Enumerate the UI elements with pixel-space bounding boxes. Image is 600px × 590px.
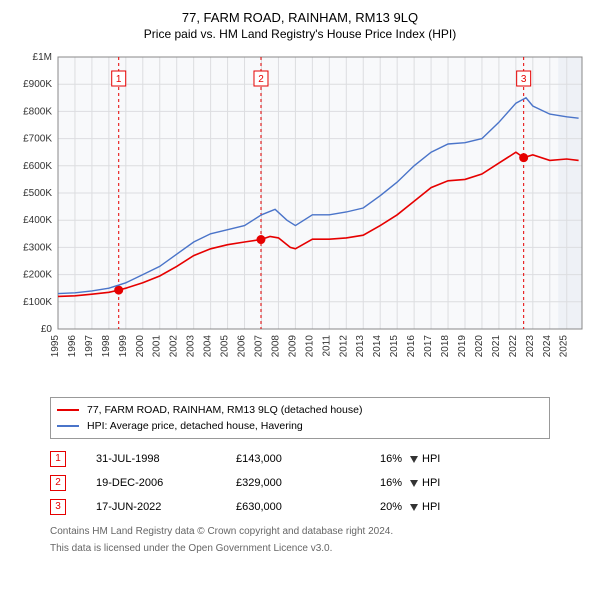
x-tick-label: 2017 <box>423 335 434 358</box>
sale-date: 31-JUL-1998 <box>96 447 236 471</box>
sale-marker: 3 <box>50 499 66 515</box>
x-tick-label: 2002 <box>169 335 180 358</box>
x-tick-label: 2018 <box>440 335 451 358</box>
x-tick-label: 1996 <box>67 335 78 358</box>
x-tick-label: 2021 <box>491 335 502 358</box>
legend-label: 77, FARM ROAD, RAINHAM, RM13 9LQ (detach… <box>87 402 362 418</box>
x-tick-label: 2004 <box>203 335 214 358</box>
x-tick-label: 2000 <box>135 335 146 358</box>
x-tick-label: 1999 <box>118 335 129 358</box>
x-tick-label: 2014 <box>372 335 383 358</box>
x-tick-label: 2024 <box>542 335 553 358</box>
x-tick-label: 2011 <box>321 335 332 357</box>
arrow-down-icon <box>410 504 418 511</box>
x-tick-label: 2006 <box>237 335 248 358</box>
sale-hpi-label: HPI <box>422 471 472 495</box>
chart-container: 77, FARM ROAD, RAINHAM, RM13 9LQ Price p… <box>0 0 600 565</box>
x-tick-label: 2001 <box>152 335 163 358</box>
x-tick-label: 1998 <box>101 335 112 358</box>
sale-pct: 16% <box>356 471 406 495</box>
footnote-line2: This data is licensed under the Open Gov… <box>50 542 590 555</box>
sales-table: 1 31-JUL-1998£143,00016% HPI 2 19-DEC-2006£3… <box>50 447 550 519</box>
y-tick-label: £300K <box>23 242 52 253</box>
sale-price: £630,000 <box>236 495 356 519</box>
y-tick-label: £500K <box>23 188 52 199</box>
sale-pct: 16% <box>356 447 406 471</box>
legend-item: HPI: Average price, detached house, Have… <box>57 418 543 434</box>
x-tick-label: 2005 <box>220 335 231 358</box>
y-tick-label: £100K <box>23 297 52 308</box>
y-tick-label: £600K <box>23 161 52 172</box>
x-tick-label: 2023 <box>525 335 536 358</box>
legend: 77, FARM ROAD, RAINHAM, RM13 9LQ (detach… <box>50 397 550 439</box>
y-tick-label: £200K <box>23 270 52 281</box>
y-tick-label: £0 <box>41 324 53 335</box>
x-tick-label: 2015 <box>389 335 400 358</box>
legend-swatch <box>57 425 79 427</box>
x-tick-label: 1995 <box>50 335 61 358</box>
legend-swatch <box>57 409 79 411</box>
chart-title: 77, FARM ROAD, RAINHAM, RM13 9LQ <box>10 10 590 25</box>
sale-price: £143,000 <box>236 447 356 471</box>
sale-pct: 20% <box>356 495 406 519</box>
x-tick-label: 2003 <box>186 335 197 358</box>
chart-subtitle: Price paid vs. HM Land Registry's House … <box>10 27 590 41</box>
chart-area: £0 £100K £200K £300K £400K £500K £600K £700K £80… <box>10 49 590 389</box>
sale-price: £329,000 <box>236 471 356 495</box>
y-tick-label: £700K <box>23 134 52 145</box>
arrow-down-icon <box>410 456 418 463</box>
x-tick-label: 2008 <box>270 335 281 358</box>
legend-label: HPI: Average price, detached house, Have… <box>87 418 303 434</box>
sale-date: 17-JUN-2022 <box>96 495 236 519</box>
x-tick-label: 2009 <box>287 335 298 358</box>
event-marker-label: 2 <box>258 74 264 85</box>
y-tick-label: £400K <box>23 215 52 226</box>
sale-hpi-label: HPI <box>422 447 472 471</box>
x-tick-label: 2022 <box>508 335 519 358</box>
y-tick-label: £800K <box>23 106 52 117</box>
y-tick-label: £900K <box>23 79 52 90</box>
footnote-line1: Contains HM Land Registry data © Crown c… <box>50 525 590 538</box>
sale-row: 1 31-JUL-1998£143,00016% HPI <box>50 447 550 471</box>
sale-row: 3 17-JUN-2022£630,00020% HPI <box>50 495 550 519</box>
sale-hpi-label: HPI <box>422 495 472 519</box>
legend-item: 77, FARM ROAD, RAINHAM, RM13 9LQ (detach… <box>57 402 543 418</box>
x-tick-label: 2013 <box>355 335 366 358</box>
x-tick-label: 2016 <box>406 335 417 358</box>
sale-date: 19-DEC-2006 <box>96 471 236 495</box>
x-tick-label: 2025 <box>559 335 570 358</box>
arrow-down-icon <box>410 480 418 487</box>
x-tick-label: 2010 <box>304 335 315 358</box>
y-tick-label: £1M <box>33 52 52 63</box>
x-tick-label: 2020 <box>474 335 485 358</box>
x-tick-label: 2019 <box>457 335 468 358</box>
x-tick-label: 2012 <box>338 335 349 358</box>
sale-marker: 1 <box>50 451 66 467</box>
x-tick-label: 2007 <box>253 335 264 358</box>
event-marker-label: 1 <box>116 74 122 85</box>
sale-marker: 2 <box>50 475 66 491</box>
x-tick-label: 1997 <box>84 335 95 358</box>
event-marker-label: 3 <box>521 74 527 85</box>
chart-svg: £0 £100K £200K £300K £400K £500K £600K £700K £80… <box>10 49 590 389</box>
sale-row: 2 19-DEC-2006£329,00016% HPI <box>50 471 550 495</box>
